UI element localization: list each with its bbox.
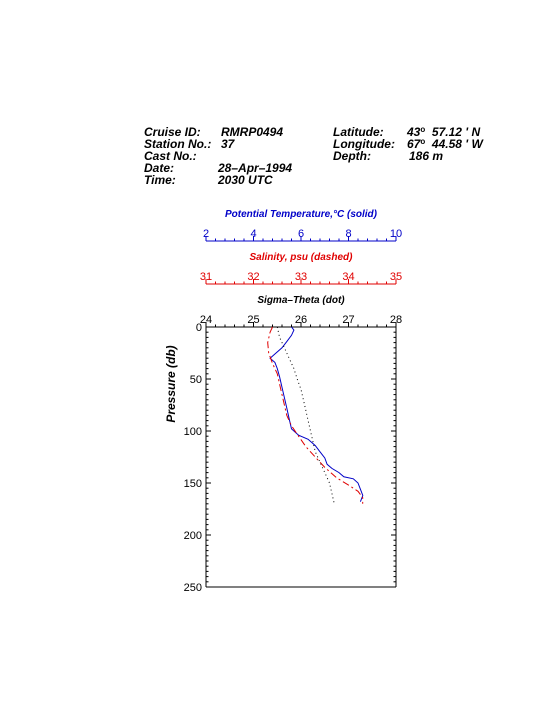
pressure-tick-label: 100 <box>184 426 202 438</box>
time-label: Time: <box>144 173 176 187</box>
station-label: Station No.: <box>144 137 212 151</box>
temp-tick-label: 8 <box>345 228 351 240</box>
sigma-tick-label: 26 <box>295 314 307 326</box>
depth-label: Depth: <box>333 149 371 163</box>
cast-label: Cast No.: <box>144 149 197 163</box>
cruise-value: RMRP0494 <box>221 125 284 139</box>
temp-tick-label: 2 <box>203 228 209 240</box>
sigma-tick-label: 28 <box>390 314 402 326</box>
longitude-value: 67o 44.58 ' W <box>407 137 483 151</box>
date-label: Date: <box>144 161 175 175</box>
temp-profile-line <box>269 326 364 502</box>
temp-axis-title: Potential Temperature,°C (solid) <box>225 209 378 220</box>
sigma-axis-title: Sigma–Theta (dot) <box>257 295 345 306</box>
latitude-value: 43o 57.12 ' N <box>407 125 481 139</box>
sal-tick-label: 35 <box>390 271 402 283</box>
temp-tick-label: 4 <box>250 228 256 240</box>
sal-tick-label: 34 <box>342 271 354 283</box>
pressure-axis: 0 50 100 150 200 250 Pressure (db) <box>164 322 396 594</box>
sal-profile-line <box>267 326 364 504</box>
longitude-label: Longitude: <box>333 137 395 151</box>
sigma-tick-label: 25 <box>247 314 259 326</box>
sal-tick-label: 31 <box>200 271 212 283</box>
sal-axis: Salinity, psu (dashed) 31 32 33 34 35 <box>200 252 402 285</box>
cruise-label: Cruise ID: <box>144 125 201 139</box>
temp-tick-label: 6 <box>298 228 304 240</box>
latitude-degree-symbol: o <box>420 125 426 134</box>
latitude-label: Latitude: <box>333 125 384 139</box>
pressure-tick-label: 250 <box>184 582 202 594</box>
station-value: 37 <box>221 137 235 151</box>
sigma-axis: Sigma–Theta (dot) 24 25 26 27 28 <box>200 295 402 328</box>
longitude-degrees: 67 <box>407 137 421 151</box>
latitude-degrees: 43 <box>407 125 421 139</box>
sal-tick-label: 33 <box>295 271 307 283</box>
sal-axis-title: Salinity, psu (dashed) <box>250 252 354 263</box>
sigma-tick-label: 27 <box>342 314 354 326</box>
pressure-tick-label: 150 <box>184 478 202 490</box>
depth-value: 186 m <box>409 149 444 163</box>
sigma-tick-label: 24 <box>200 314 212 326</box>
pressure-tick-label: 200 <box>184 530 202 542</box>
time-value: 2030 UTC <box>218 173 273 187</box>
longitude-degree-symbol: o <box>420 137 426 146</box>
latitude-minutes: 57.12 ' N <box>431 125 481 139</box>
pressure-axis-title: Pressure (db) <box>164 345 178 422</box>
temp-axis: Potential Temperature,°C (solid) 2 4 6 8 10 <box>203 209 402 242</box>
pressure-tick-label: 0 <box>196 322 202 334</box>
sal-tick-label: 32 <box>247 271 259 283</box>
date-value: 28–Apr–1994 <box>218 161 293 175</box>
temp-tick-label: 10 <box>390 228 402 240</box>
pressure-tick-label: 50 <box>190 374 202 386</box>
longitude-minutes: 44.58 ' W <box>431 137 483 151</box>
plot-frame <box>205 327 397 588</box>
sigma-profile-line <box>276 326 335 504</box>
